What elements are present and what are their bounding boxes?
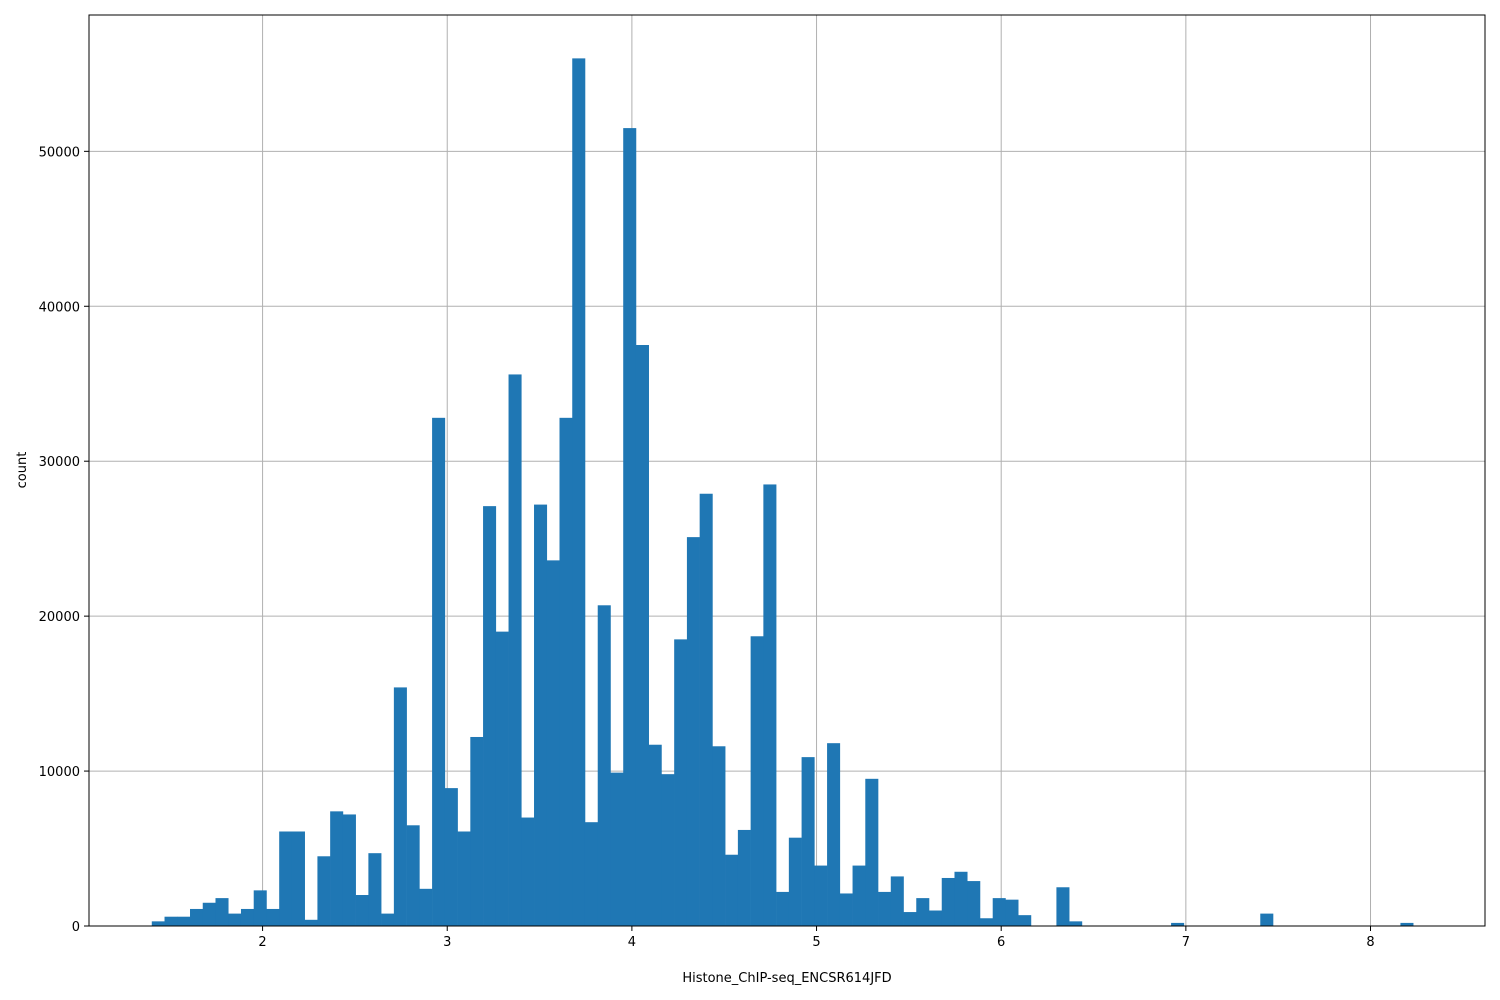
histogram-bar xyxy=(903,912,917,926)
histogram-bar xyxy=(686,537,700,926)
x-tick-label: 4 xyxy=(628,935,636,950)
histogram-bar xyxy=(839,893,853,926)
x-tick-label: 6 xyxy=(997,935,1005,950)
y-axis-ticks: 0 10000 20000 30000 40000 50000 xyxy=(39,145,89,935)
histogram-bar xyxy=(534,504,548,926)
histogram-bar xyxy=(457,831,471,926)
histogram-bar xyxy=(342,814,356,926)
histogram-bar xyxy=(1260,913,1274,926)
histogram-bar xyxy=(483,506,497,926)
histogram-bar xyxy=(1018,915,1032,926)
histogram-bar xyxy=(215,898,229,926)
histogram-bar xyxy=(521,817,535,926)
plot-background xyxy=(89,15,1485,926)
histogram-bar xyxy=(890,876,904,926)
y-tick-label: 0 xyxy=(72,920,80,935)
histogram-bar xyxy=(584,822,599,926)
histogram-bar xyxy=(444,788,458,926)
histogram-bar xyxy=(801,757,815,926)
x-axis-label: Histone_ChIP-seq_ENCSR614JFD xyxy=(682,971,891,986)
histogram-bar xyxy=(916,898,930,926)
histogram-bar xyxy=(954,871,968,926)
histogram-bar xyxy=(495,631,509,926)
y-axis-label: count xyxy=(15,452,30,489)
y-tick-label: 10000 xyxy=(39,765,80,780)
histogram-bar xyxy=(546,560,560,926)
histogram-bar xyxy=(674,639,688,926)
histogram-bar xyxy=(1171,922,1185,926)
histogram-bar xyxy=(623,128,637,926)
histogram-bar xyxy=(597,605,611,926)
histogram-bar xyxy=(304,919,318,926)
histogram-bar xyxy=(648,744,662,926)
histogram-bar xyxy=(164,916,178,926)
histogram-bar xyxy=(240,908,255,926)
histogram-bar xyxy=(381,913,395,926)
histogram-bar xyxy=(763,484,777,926)
y-tick-label: 20000 xyxy=(39,610,80,625)
histogram-bar xyxy=(725,854,739,926)
histogram-bar xyxy=(979,918,994,926)
histogram-bar xyxy=(559,417,573,926)
y-tick-label: 50000 xyxy=(39,145,80,160)
histogram-bar xyxy=(279,831,293,926)
x-tick-label: 3 xyxy=(443,935,451,950)
x-tick-label: 8 xyxy=(1366,935,1374,950)
histogram-bar xyxy=(508,374,522,927)
histogram-bar xyxy=(699,493,713,926)
plot-frame xyxy=(88,14,1486,927)
histogram-bar xyxy=(967,881,981,926)
histogram-bar xyxy=(470,736,484,926)
histogram-bar xyxy=(1005,899,1019,926)
histogram-bar xyxy=(788,837,802,926)
x-tick-label: 7 xyxy=(1182,935,1190,950)
histogram-bar xyxy=(355,895,369,926)
histogram-bar xyxy=(202,902,216,926)
histogram-bar xyxy=(929,910,943,926)
histogram-bar xyxy=(941,877,955,926)
histogram-bar xyxy=(432,417,446,926)
x-tick-label: 5 xyxy=(812,935,820,950)
x-tick-label: 2 xyxy=(258,935,266,950)
histogram-bar xyxy=(1400,922,1414,926)
histogram-bar xyxy=(1069,921,1083,926)
histogram-bar xyxy=(330,811,344,926)
histogram-bar xyxy=(151,921,165,926)
histogram-bar xyxy=(317,856,331,926)
histogram-bar xyxy=(406,825,420,926)
histogram-bar xyxy=(635,345,649,926)
histogram-bar xyxy=(852,865,866,926)
histogram-bar xyxy=(750,636,764,926)
histogram-bar xyxy=(266,908,280,926)
histogram-bar xyxy=(992,898,1006,926)
histogram-bar xyxy=(827,743,841,926)
histogram-bar xyxy=(228,913,242,926)
histogram-bar xyxy=(661,774,675,926)
histogram-bar xyxy=(865,778,879,926)
histogram-bar xyxy=(878,891,892,926)
histogram-bar xyxy=(610,772,624,926)
histogram-bar xyxy=(177,916,191,926)
histogram-bar xyxy=(814,865,828,926)
histogram-bar xyxy=(712,746,726,926)
histogram-bar xyxy=(393,687,407,926)
histogram-bar xyxy=(572,58,586,926)
y-tick-label: 40000 xyxy=(39,300,80,315)
y-tick-label: 30000 xyxy=(39,455,80,470)
histogram-bar xyxy=(776,891,790,926)
histogram-bar xyxy=(368,853,382,926)
histogram-bar xyxy=(1056,887,1070,926)
histogram-bar xyxy=(253,890,267,926)
histogram-bar xyxy=(291,831,305,926)
histogram-bar xyxy=(737,829,751,926)
bars xyxy=(151,58,1414,927)
histogram-bar xyxy=(419,888,433,926)
histogram-bar xyxy=(190,908,204,926)
x-axis-ticks: 2 3 4 5 6 7 8 xyxy=(258,926,1375,950)
